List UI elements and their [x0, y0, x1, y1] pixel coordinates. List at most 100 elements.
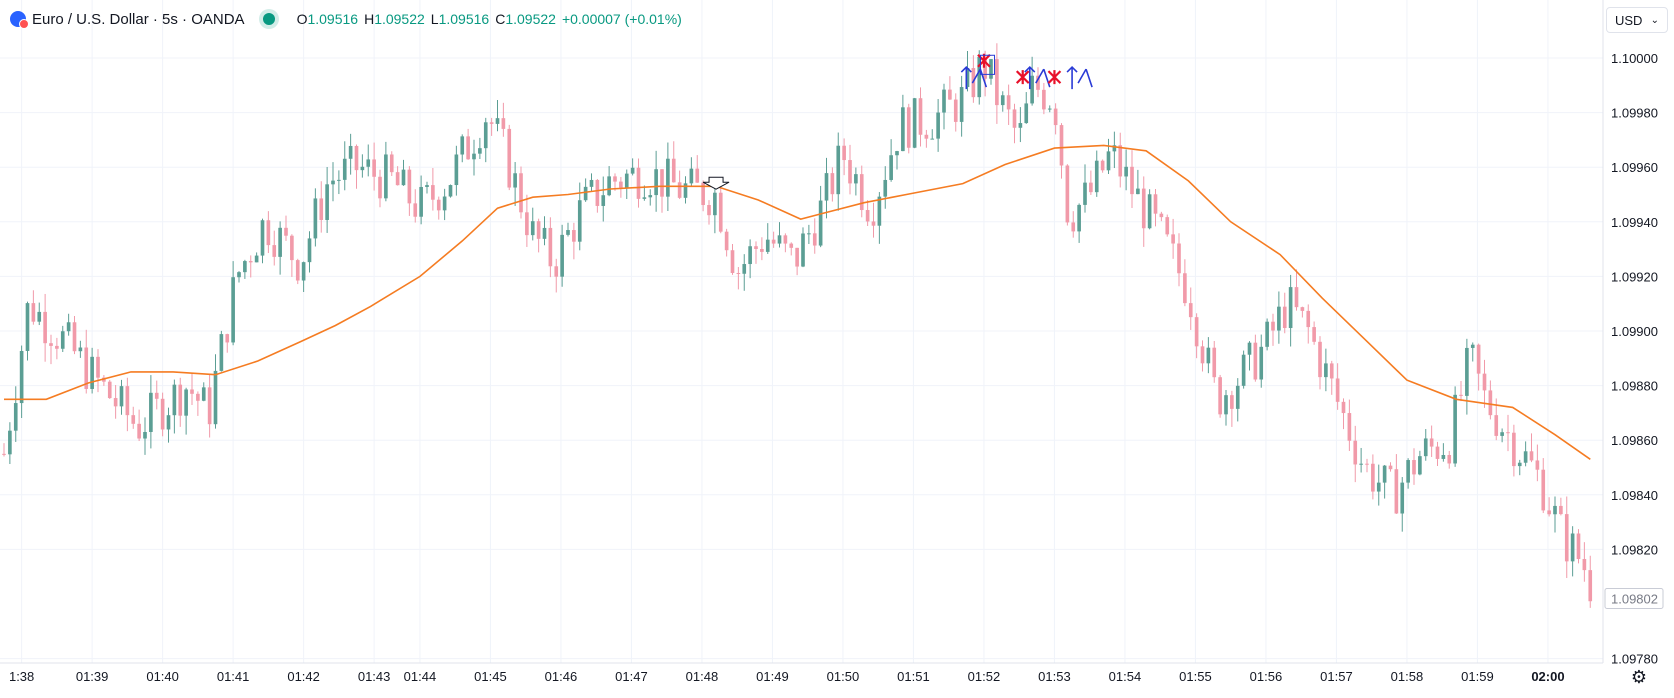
candle-body: [178, 384, 183, 416]
symbol-legend: Euro / U.S. Dollar · 5s · OANDA O 1.09516…: [10, 8, 682, 30]
candle-body: [830, 173, 835, 195]
currency-selector[interactable]: USD ⌄: [1606, 7, 1668, 33]
candle-body: [613, 176, 617, 182]
last-price-box: [1604, 588, 1664, 610]
candle-body: [1535, 460, 1540, 470]
candle-body: [1371, 463, 1375, 492]
candle-body: [1482, 373, 1487, 391]
time-tick-label: 01:45: [474, 669, 507, 684]
candle-body: [1441, 455, 1446, 459]
up-arrow-marker: [971, 68, 988, 88]
candle-body: [671, 158, 676, 183]
candle-body: [266, 220, 271, 246]
candle-body: [219, 334, 224, 371]
candle-body: [231, 277, 235, 343]
gear-icon[interactable]: ⚙: [1630, 666, 1648, 687]
candle-body: [1036, 75, 1040, 90]
candle-body: [1576, 533, 1581, 559]
candle-body: [583, 186, 588, 201]
candle-body: [196, 393, 200, 401]
candle-body: [824, 173, 829, 201]
price-axis[interactable]: 1.10000 1.09980 1.09960 1.09940 1.09920 1.099…: [1611, 51, 1658, 667]
candle-body: [284, 227, 288, 236]
time-tick-label: 1:38: [9, 669, 34, 684]
candle-body: [1529, 451, 1534, 461]
candle-body: [660, 169, 664, 197]
candle-body: [1053, 108, 1058, 126]
candle-body: [1077, 204, 1081, 232]
candle-body: [1347, 413, 1352, 441]
candle-body: [1523, 451, 1528, 463]
candle-body: [1517, 462, 1522, 467]
candle-body: [695, 168, 700, 183]
candle-body: [1453, 394, 1457, 464]
candle-body: [149, 392, 153, 432]
up-arrow-marker: [1024, 65, 1036, 90]
candle-body: [636, 167, 641, 199]
candle-body: [924, 134, 929, 139]
time-tick-label: 01:39: [76, 669, 109, 684]
candle-body: [648, 195, 653, 198]
candle-body: [1470, 344, 1475, 348]
candle-body: [965, 68, 970, 88]
candle-body: [1153, 194, 1158, 214]
candle-body: [1083, 182, 1087, 205]
candle-body: [1024, 103, 1029, 124]
time-tick-label: 01:49: [756, 669, 789, 684]
candle-body: [748, 246, 752, 265]
price-tick-label: 1.09880: [1611, 379, 1658, 394]
candle-body: [566, 230, 570, 235]
time-tick-label: 01:46: [545, 669, 578, 684]
market-open-dot-icon[interactable]: [262, 13, 275, 25]
candle-body: [260, 220, 265, 256]
candle-body: [730, 250, 735, 273]
candle-body: [1183, 273, 1187, 304]
candle-body: [431, 185, 435, 200]
candle-body: [413, 203, 418, 217]
flag-icon: [10, 11, 29, 29]
time-tick-label: 01:55: [1179, 669, 1212, 684]
candle-body: [560, 234, 564, 277]
candle-body: [1288, 287, 1293, 329]
candle-body: [1136, 188, 1140, 195]
candle-body: [483, 122, 488, 149]
candle-body: [466, 136, 470, 160]
candle-body: [66, 322, 71, 332]
candle-body: [331, 180, 335, 185]
candle-body: [1206, 347, 1211, 364]
candle-body: [548, 227, 553, 267]
candle-body: [1000, 95, 1005, 106]
candle-body: [342, 158, 347, 180]
time-tick-label: 01:54: [1109, 669, 1142, 684]
price-tick-label: 1.09920: [1611, 269, 1658, 284]
low-value: 1.09516: [438, 11, 490, 27]
candle-body: [248, 261, 253, 263]
candle-body: [495, 118, 500, 124]
candle-body: [1294, 287, 1299, 308]
candle-body: [137, 423, 141, 439]
candle-body: [389, 154, 394, 173]
candle-body: [1494, 415, 1499, 436]
candle-body: [689, 168, 694, 184]
candle-body: [977, 56, 982, 98]
candle-body: [536, 221, 541, 239]
candle-body: [2, 453, 6, 455]
candle-body: [619, 181, 623, 188]
candle-body: [630, 167, 635, 174]
candle-body: [1059, 125, 1064, 166]
candle-body: [1165, 217, 1170, 235]
symbol-title[interactable]: Euro / U.S. Dollar · 5s · OANDA: [32, 10, 245, 28]
candle-body: [225, 334, 230, 343]
candle-body: [19, 350, 24, 404]
candle-body: [60, 331, 65, 349]
candle-body: [360, 166, 365, 171]
candle-body: [1018, 123, 1023, 128]
candle-body: [131, 415, 136, 424]
candle-body: [1130, 166, 1134, 195]
candle-body: [1259, 346, 1264, 380]
time-axis[interactable]: 1:38 01:39 01:40 01:41 01:42 01:43 01:44 01:45 0…: [9, 669, 1565, 684]
candle-body: [912, 98, 917, 148]
candle-body: [765, 239, 770, 252]
candle-body: [1188, 303, 1193, 318]
